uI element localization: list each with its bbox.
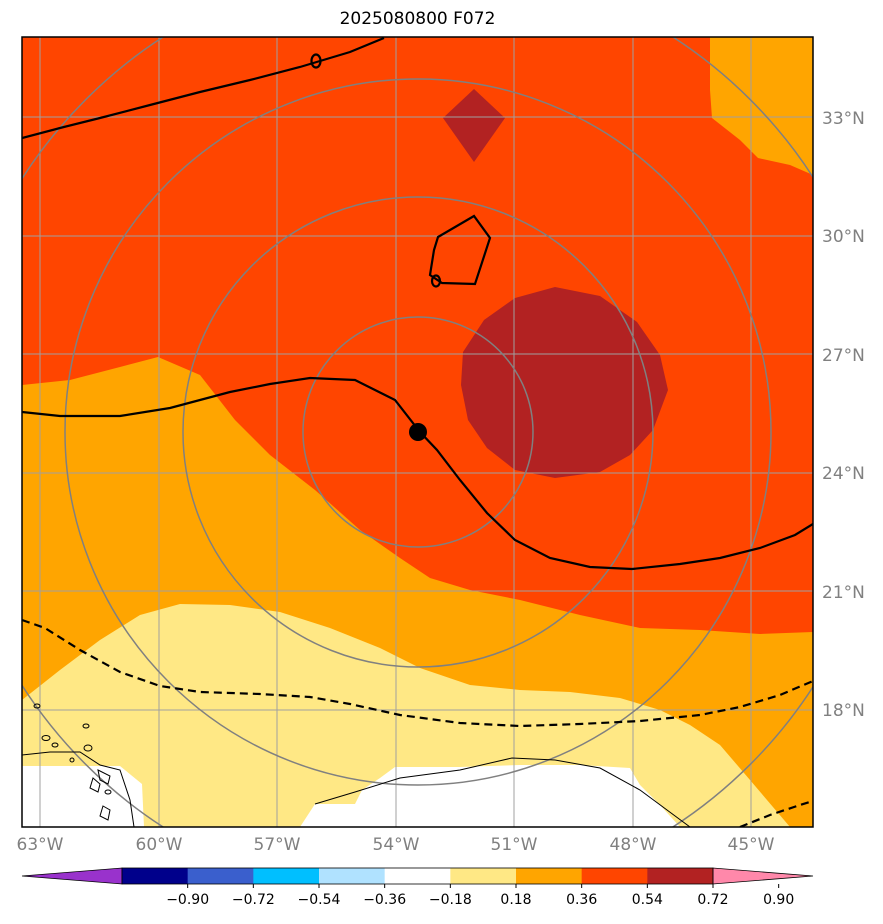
lat-label-30: 30°N (822, 227, 865, 247)
colorbar-tick-label: 0.36 (566, 892, 597, 908)
colorbar-tick-label: −0.18 (429, 892, 472, 908)
colorbar-tick-label: 0.90 (763, 892, 794, 908)
lat-label-18: 18°N (822, 701, 865, 721)
colorbar-tick-label: −0.36 (363, 892, 406, 908)
dashed-contours (22, 618, 813, 827)
field-white-south (300, 765, 680, 827)
grid-lines (22, 37, 813, 827)
field-dark-red-north (443, 89, 505, 162)
field-white-sw (22, 766, 144, 827)
colorbar-segment (647, 868, 714, 884)
lat-label-33: 33°N (822, 109, 865, 129)
colorbar-segment (450, 868, 517, 884)
map-title: 2025080800 F072 (339, 9, 496, 29)
longitude-labels: 63°W 60°W 57°W 54°W 51°W 48°W 45°W (17, 835, 775, 855)
colorbar-tick-label: 0.18 (500, 892, 531, 908)
coastlines (22, 703, 691, 827)
lon-label-48: 48°W (610, 835, 657, 855)
lon-label-60: 60°W (136, 835, 183, 855)
colorbar-outline (121, 867, 714, 885)
field-dark-red-east (461, 287, 668, 478)
lon-label-63: 63°W (17, 835, 64, 855)
colorbar-segment (187, 868, 254, 884)
map-plot-area (22, 37, 813, 827)
colorbar-segment (516, 868, 583, 884)
solid-contours (22, 37, 813, 571)
colorbar-segment (384, 868, 451, 884)
colorbar-tick-label: 0.54 (632, 892, 663, 908)
lat-label-24: 24°N (822, 464, 865, 484)
lat-label-27: 27°N (822, 346, 865, 366)
latitude-labels: 33°N 30°N 27°N 24°N 21°N 18°N (822, 109, 865, 721)
lon-label-57: 57°W (254, 835, 301, 855)
colorbar-segment (122, 868, 189, 884)
plot-border (21, 36, 814, 828)
colorbar-tick-label: 0.72 (697, 892, 728, 908)
storm-center-marker (409, 423, 427, 441)
colorbar-tick-label: −0.72 (232, 892, 275, 908)
colorbar-tick-label: −0.54 (298, 892, 341, 908)
lon-label-45: 45°W (728, 835, 775, 855)
lat-label-21: 21°N (822, 583, 865, 603)
lon-label-54: 54°W (373, 835, 420, 855)
colorbar: −0.90 −0.72 −0.54 −0.36 −0.18 0.18 0.36 0.54 0.7… (21, 867, 814, 908)
colorbar-extend-high (712, 867, 814, 885)
colorbar-segment (253, 868, 320, 884)
colorbar-segment (319, 868, 386, 884)
colorbar-tick-label: −0.90 (166, 892, 209, 908)
lon-label-51: 51°W (491, 835, 538, 855)
colorbar-segment (581, 868, 648, 884)
range-rings (22, 37, 813, 827)
colorbar-extend-low (21, 867, 123, 885)
